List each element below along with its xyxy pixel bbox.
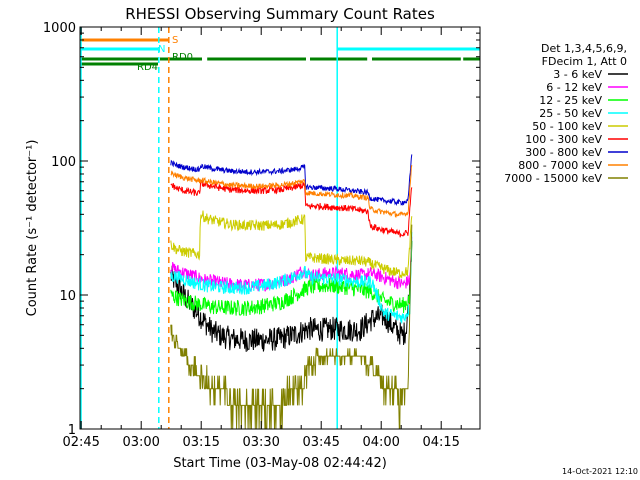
x-tick-label: 03:30 <box>242 435 279 450</box>
legend-entry-label: 25 - 50 keV <box>539 107 602 120</box>
flag-label-n: N <box>158 44 165 55</box>
flag-label-rd4: RD4 <box>137 62 158 73</box>
series-line <box>170 240 413 316</box>
series-line <box>170 154 413 206</box>
x-tick-label: 04:15 <box>422 435 459 450</box>
x-tick-label: 03:45 <box>302 435 339 450</box>
x-tick-label: 03:15 <box>182 435 219 450</box>
chart-title: RHESSI Observing Summary Count Rates <box>125 5 435 23</box>
series-line <box>170 224 413 429</box>
x-tick-label: 02:45 <box>62 435 99 450</box>
legend-header-2: FDecim 1, Att 0 <box>542 55 627 68</box>
series-line <box>170 165 413 218</box>
legend-entry-label: 300 - 800 keV <box>525 146 602 159</box>
y-axis-label: Count Rate (s⁻¹ detector⁻¹) <box>25 140 40 317</box>
plot-area <box>80 27 480 429</box>
legend-entry-label: 6 - 12 keV <box>546 81 602 94</box>
series-line <box>170 240 413 352</box>
legend-entry-label: 3 - 6 keV <box>553 68 602 81</box>
y-tick-label: 100 <box>51 155 76 170</box>
series-line <box>170 231 413 324</box>
x-tick-label: 04:00 <box>362 435 399 450</box>
legend-entry-label: 7000 - 15000 keV <box>504 172 602 185</box>
plot-frame <box>79 26 481 430</box>
x-axis-label: Start Time (03-May-08 02:44:42) <box>173 456 387 471</box>
series-line <box>170 180 413 238</box>
x-tick-label: 03:00 <box>122 435 159 450</box>
legend-entry-label: 12 - 25 keV <box>539 94 602 107</box>
y-tick-label: 1000 <box>43 21 76 36</box>
y-tick-label: 1 <box>68 423 76 438</box>
series-line <box>170 210 413 279</box>
legend-entry-label: 800 - 7000 keV <box>518 159 602 172</box>
legend-entry-label: 100 - 300 keV <box>525 133 602 146</box>
footer-date: 14-Oct-2021 12:10 <box>562 467 638 476</box>
legend-entry-label: 50 - 100 keV <box>532 120 602 133</box>
flag-label-rd0: RD0 <box>172 52 193 63</box>
flag-label-s: S <box>172 35 178 46</box>
legend-header-1: Det 1,3,4,5,6,9, <box>541 42 627 55</box>
y-tick-label: 10 <box>59 289 76 304</box>
